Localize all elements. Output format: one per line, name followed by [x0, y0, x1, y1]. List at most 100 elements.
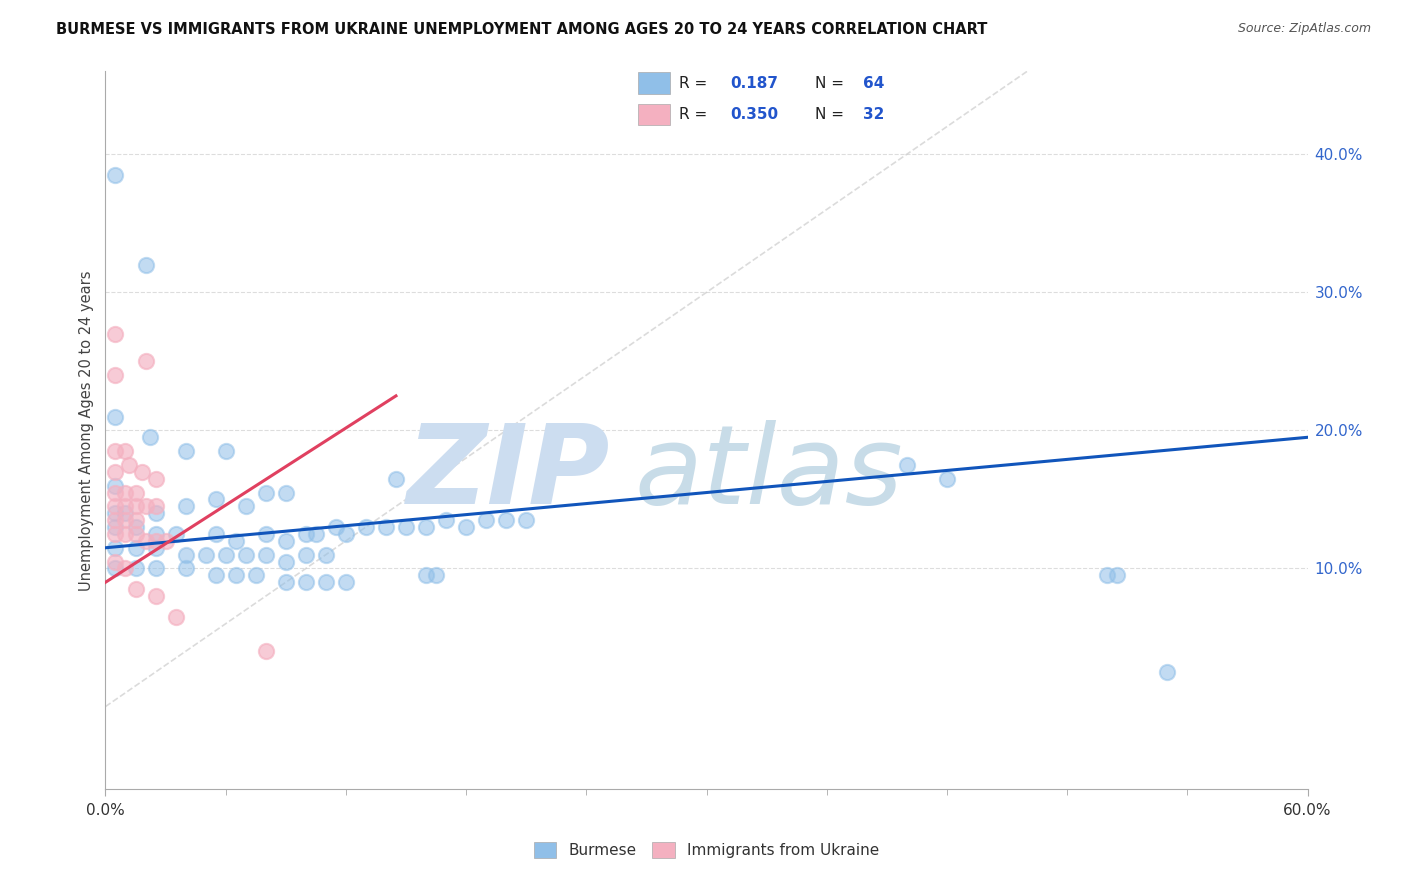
Point — [254, 548, 277, 562]
Point — [354, 520, 377, 534]
Point — [114, 506, 136, 520]
Point — [124, 520, 146, 534]
Point — [274, 533, 297, 548]
Point — [104, 561, 127, 575]
Point — [235, 548, 257, 562]
Point — [385, 472, 408, 486]
Point — [1097, 568, 1119, 582]
Point — [104, 527, 127, 541]
Point — [174, 444, 197, 458]
Text: atlas: atlas — [634, 420, 903, 527]
Point — [118, 458, 141, 472]
Point — [425, 568, 447, 582]
Point — [114, 527, 136, 541]
Point — [165, 527, 187, 541]
Point — [515, 513, 537, 527]
Point — [374, 520, 398, 534]
Point — [214, 444, 236, 458]
Point — [415, 520, 437, 534]
Point — [194, 548, 217, 562]
Point — [214, 548, 236, 562]
Point — [124, 500, 146, 514]
Text: 0.350: 0.350 — [730, 107, 778, 122]
Point — [295, 527, 318, 541]
Point — [305, 527, 328, 541]
Point — [124, 513, 146, 527]
Point — [138, 430, 160, 444]
Point — [434, 513, 457, 527]
Point — [204, 492, 226, 507]
Point — [475, 513, 498, 527]
Point — [225, 568, 247, 582]
Point — [174, 500, 197, 514]
Point — [104, 500, 127, 514]
FancyBboxPatch shape — [638, 103, 669, 125]
Point — [104, 444, 127, 458]
Point — [274, 575, 297, 590]
Point — [145, 561, 167, 575]
Point — [104, 485, 127, 500]
Point — [495, 513, 517, 527]
Point — [145, 541, 167, 555]
Point — [124, 541, 146, 555]
Point — [145, 527, 167, 541]
Text: R =: R = — [679, 76, 713, 91]
Point — [274, 555, 297, 569]
FancyBboxPatch shape — [638, 72, 669, 94]
Point — [145, 589, 167, 603]
Point — [165, 609, 187, 624]
Point — [174, 561, 197, 575]
Point — [204, 568, 226, 582]
Point — [295, 575, 318, 590]
Text: BURMESE VS IMMIGRANTS FROM UKRAINE UNEMPLOYMENT AMONG AGES 20 TO 24 YEARS CORREL: BURMESE VS IMMIGRANTS FROM UKRAINE UNEMP… — [56, 22, 987, 37]
Point — [254, 485, 277, 500]
Point — [104, 541, 127, 555]
Text: ZIP: ZIP — [406, 420, 610, 527]
Point — [454, 520, 477, 534]
Point — [1156, 665, 1178, 679]
Text: 0.187: 0.187 — [730, 76, 778, 91]
Point — [104, 513, 127, 527]
Point — [104, 478, 127, 492]
Point — [145, 472, 167, 486]
Point — [135, 354, 157, 368]
Point — [235, 500, 257, 514]
Point — [124, 485, 146, 500]
Point — [225, 533, 247, 548]
Point — [254, 644, 277, 658]
Point — [335, 575, 357, 590]
Point — [104, 326, 127, 341]
Point — [114, 500, 136, 514]
Point — [325, 520, 347, 534]
Point — [145, 506, 167, 520]
Point — [174, 548, 197, 562]
Point — [114, 444, 136, 458]
Point — [124, 527, 146, 541]
Point — [104, 506, 127, 520]
Point — [104, 555, 127, 569]
Text: 64: 64 — [863, 76, 884, 91]
Point — [295, 548, 318, 562]
Text: N =: N = — [815, 76, 849, 91]
Point — [124, 582, 146, 597]
Point — [104, 168, 127, 182]
Point — [114, 485, 136, 500]
Point — [104, 465, 127, 479]
Text: 32: 32 — [863, 107, 884, 122]
Point — [315, 548, 337, 562]
Text: Source: ZipAtlas.com: Source: ZipAtlas.com — [1237, 22, 1371, 36]
Point — [114, 513, 136, 527]
Point — [135, 258, 157, 272]
Point — [245, 568, 267, 582]
Point — [936, 472, 959, 486]
Point — [1107, 568, 1129, 582]
Point — [335, 527, 357, 541]
Point — [114, 561, 136, 575]
Point — [145, 533, 167, 548]
Y-axis label: Unemployment Among Ages 20 to 24 years: Unemployment Among Ages 20 to 24 years — [79, 270, 94, 591]
Point — [155, 533, 177, 548]
Text: R =: R = — [679, 107, 713, 122]
Point — [254, 527, 277, 541]
Point — [131, 465, 153, 479]
Legend: Burmese, Immigrants from Ukraine: Burmese, Immigrants from Ukraine — [527, 836, 886, 864]
